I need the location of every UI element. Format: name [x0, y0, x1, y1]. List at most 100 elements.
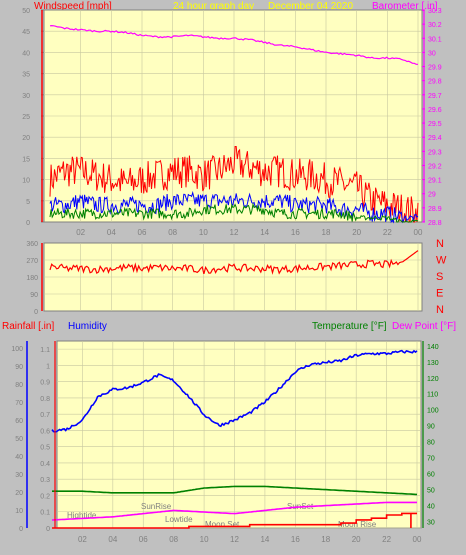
x-tick-label: 10 [199, 228, 208, 237]
series-dewpoint [51, 501, 417, 521]
y-tick-label: 0.6 [40, 428, 50, 435]
y-tick-label: 1 [46, 363, 50, 370]
x-tick-label: 12 [230, 535, 239, 544]
y-tick-label: 100 [11, 346, 23, 353]
humidity-axis: 0 10 20 30 40 50 60 70 80 90 100 [11, 341, 28, 533]
y-tick-label: 30 [15, 472, 23, 479]
x-tick-label: 10 [200, 535, 209, 544]
rainfall-axis: 0 0.1 0.2 0.3 0.4 0.5 0.6 0.7 0.8 0.9 1 1.1 [40, 341, 56, 533]
barometer-series [49, 24, 418, 65]
y-tick-label: 45 [22, 29, 30, 36]
x-tick-label: 02 [78, 535, 87, 544]
dewpoint-label: Dew Point [°F] [392, 321, 456, 332]
y-tick-label: 0.8 [40, 396, 50, 403]
y-tick-label: 30.3 [428, 8, 442, 15]
wind-series [49, 146, 419, 224]
y-tick-label: 5 [26, 199, 30, 206]
x-tick-label: 00 [413, 535, 422, 544]
y-tick-label: 50 [22, 8, 30, 15]
y-tick-label: 30 [427, 520, 435, 527]
y-tick-label: 30 [22, 93, 30, 100]
y-tick-label: 20 [22, 135, 30, 142]
y-tick-label: 360 [26, 241, 38, 248]
x-tick-label: 00 [414, 228, 423, 237]
windspeed-axis: 0 5 10 15 20 25 30 35 40 45 50 [22, 8, 44, 227]
series [51, 349, 418, 529]
y-tick-label: 0 [34, 309, 38, 316]
y-tick-label: 29.5 [428, 121, 442, 128]
annotation-label: Lowtide [165, 515, 193, 524]
y-tick-label: 110 [427, 392, 438, 399]
y-tick-label: 80 [15, 382, 23, 389]
annotation-label: Hightide [67, 511, 97, 520]
y-tick-label: 28.8 [428, 220, 442, 227]
compass-label: S [436, 271, 443, 283]
graph-title: 24 hour graph day [173, 1, 254, 12]
y-tick-label: 0.1 [40, 510, 50, 517]
x-tick-label: 18 [321, 535, 330, 544]
y-tick-label: 29.6 [428, 107, 442, 114]
series-gust [49, 146, 419, 224]
compass-label: W [436, 255, 447, 267]
temperature-label: Temperature [°F] [312, 321, 387, 332]
y-tick-label: 90 [15, 364, 23, 371]
series-barometer [49, 24, 418, 65]
grid [44, 243, 422, 311]
y-tick-label: 15 [22, 156, 30, 163]
plot-area [56, 340, 422, 529]
y-tick-label: 60 [15, 418, 23, 425]
y-tick-label: 70 [15, 400, 23, 407]
x-tick-label: 22 [382, 535, 391, 544]
y-tick-label: 10 [22, 178, 30, 185]
time-axis: 02 04 06 08 10 12 14 16 18 20 22 00 [78, 535, 422, 544]
y-tick-label: 30.2 [428, 22, 442, 29]
y-tick-label: 35 [22, 72, 30, 79]
y-tick-label: 25 [22, 114, 30, 121]
compass-label: N [436, 304, 444, 316]
temperature-axis: 30 40 50 60 70 80 90 100 110 120 130 140 [422, 341, 439, 528]
y-tick-label: 40 [22, 50, 30, 57]
y-tick-label: 0.9 [40, 380, 50, 387]
y-tick-label: 270 [26, 258, 38, 265]
y-tick-label: 30.1 [428, 36, 442, 43]
y-tick-label: 90 [427, 424, 435, 431]
annotation-label: Moon Set [205, 520, 240, 529]
x-tick-label: 02 [76, 228, 85, 237]
grid [44, 10, 422, 222]
direction-axis: 0 90 180 270 360 [26, 241, 43, 316]
y-tick-label: 90 [30, 292, 38, 299]
x-tick-label: 22 [383, 228, 392, 237]
y-tick-label: 60 [427, 472, 435, 479]
x-tick-label: 12 [230, 228, 239, 237]
y-tick-label: 140 [427, 344, 439, 351]
y-tick-label: 29.8 [428, 79, 442, 86]
series-humidity [51, 349, 418, 433]
y-tick-label: 120 [427, 376, 439, 383]
y-tick-label: 29.4 [428, 135, 442, 142]
y-tick-label: 0.4 [40, 461, 50, 468]
y-tick-label: 0.2 [40, 493, 50, 500]
y-tick-label: 30 [428, 50, 436, 57]
rainfall-label: Rainfall [.in] [2, 321, 54, 332]
y-tick-label: 10 [15, 508, 23, 515]
barometer-label: Barometer [.in] [372, 1, 438, 12]
series-low [49, 202, 419, 223]
y-tick-label: 50 [427, 488, 435, 495]
y-tick-label: 29.7 [428, 93, 442, 100]
humidity-label: Humidity [68, 321, 107, 332]
x-tick-label: 16 [291, 228, 300, 237]
x-tick-label: 20 [352, 535, 361, 544]
y-tick-label: 0.7 [40, 412, 50, 419]
y-tick-label: 40 [15, 454, 23, 461]
y-tick-label: 80 [427, 440, 435, 447]
y-tick-label: 29.2 [428, 163, 442, 170]
windspeed-label: Windspeed [mph] [34, 1, 112, 12]
direction-series [49, 250, 419, 275]
x-tick-label: 16 [291, 535, 300, 544]
x-tick-label: 20 [352, 228, 361, 237]
y-tick-label: 180 [26, 275, 38, 282]
